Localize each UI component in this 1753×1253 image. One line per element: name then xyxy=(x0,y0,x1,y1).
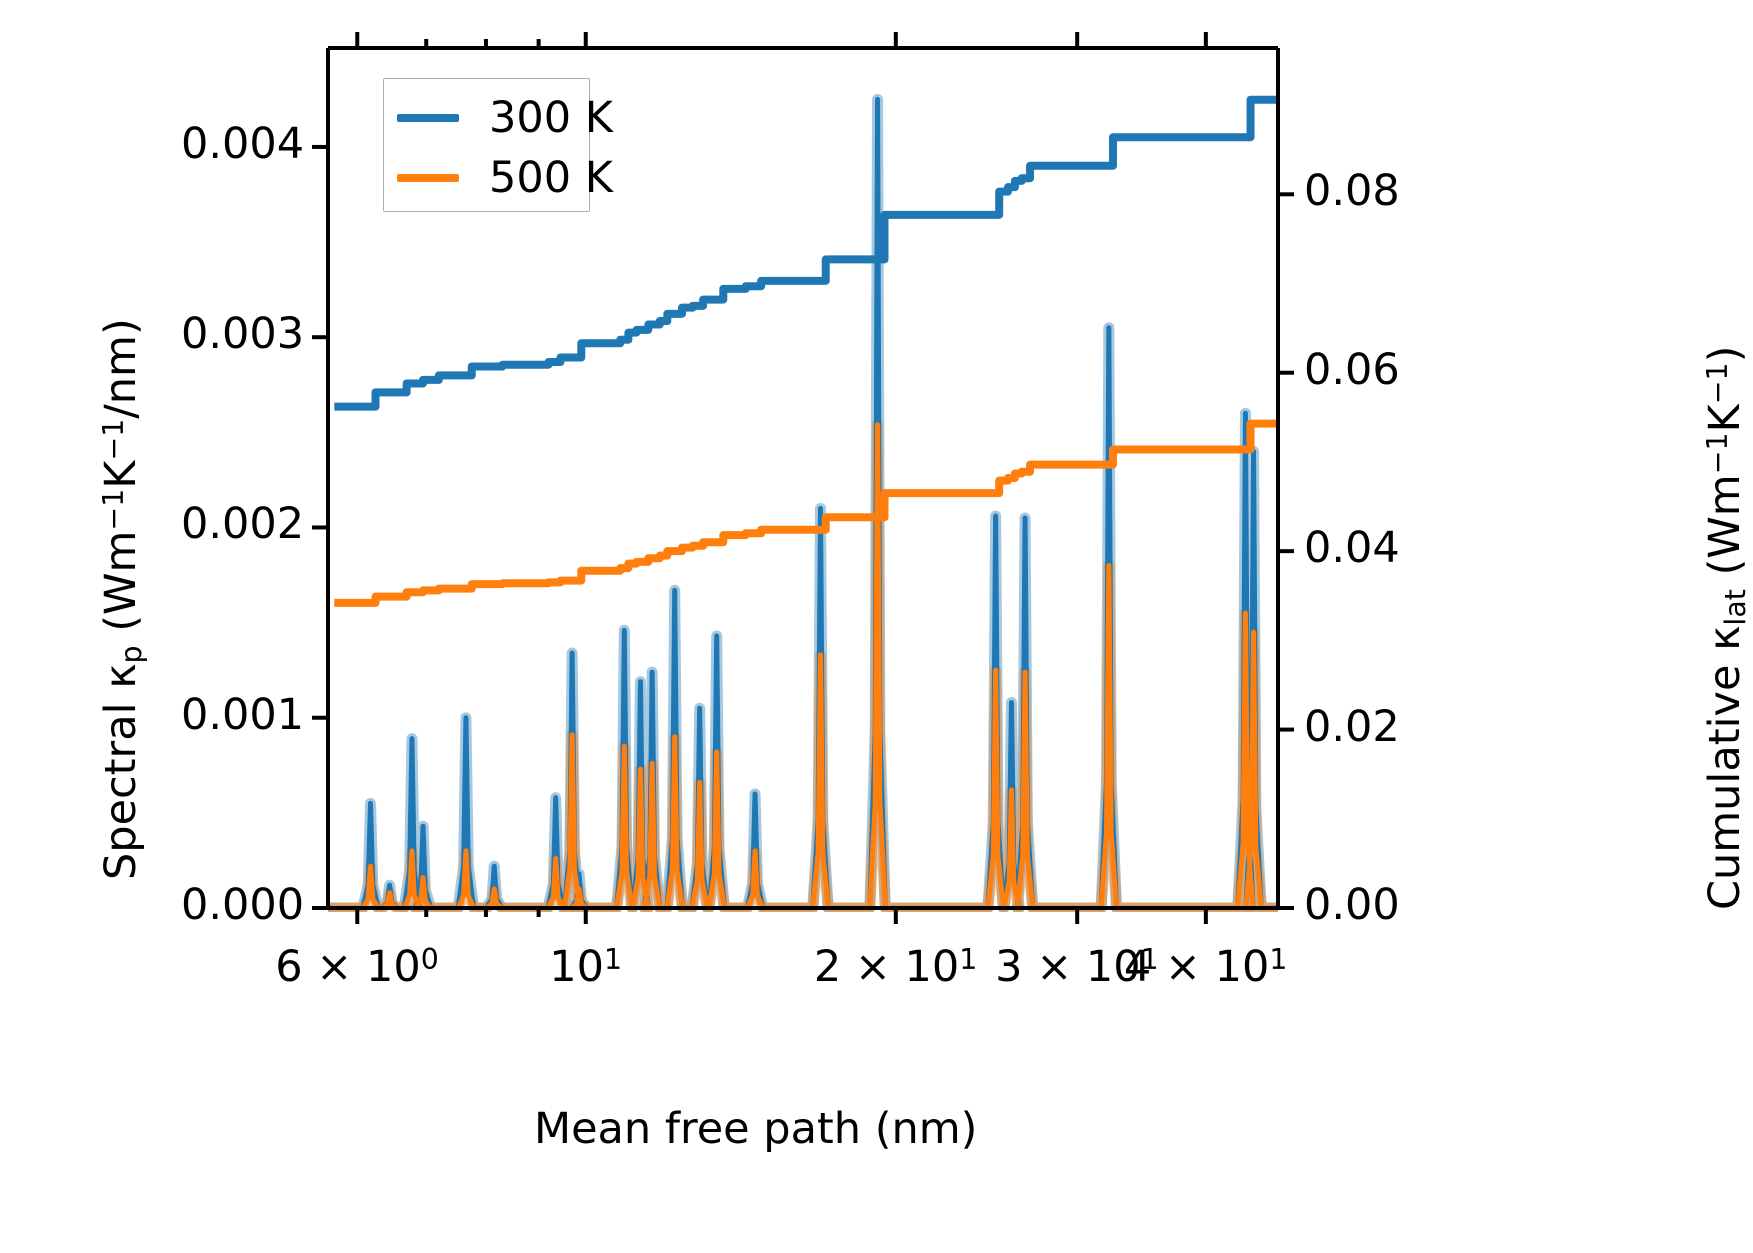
y-right-tick-label-3: 0.06 xyxy=(1304,344,1400,395)
x-axis-label: Mean free path (nm) xyxy=(534,1104,978,1154)
legend-label-500k: 500 K xyxy=(489,153,613,203)
x-tick-label-4: 4 × 101 xyxy=(1123,942,1288,992)
y-right-tick-label-0: 0.00 xyxy=(1304,880,1400,930)
y-axis-left-label: Spectral κp (Wm−1K−1/nm) xyxy=(96,318,148,880)
legend-entry-500k[interactable]: 500 K xyxy=(397,153,613,203)
x-tick-label-1: 101 xyxy=(549,942,623,992)
x-tick-label-0: 6 × 100 xyxy=(275,942,439,992)
y-right-tick-label-1: 0.02 xyxy=(1304,701,1400,752)
y-left-tick-label-1: 0.001 xyxy=(181,689,305,740)
y-left-label-text: Spectral κp (Wm−1K−1/nm) xyxy=(96,318,149,880)
legend-label-300k: 300 K xyxy=(489,93,613,143)
y-left-tick-label-4: 0.004 xyxy=(181,118,305,169)
y-right-tick-label-2: 0.04 xyxy=(1304,523,1400,574)
y-right-tick-label-4: 0.08 xyxy=(1304,166,1400,217)
y-left-tick-label-2: 0.002 xyxy=(181,499,305,550)
legend xyxy=(383,78,590,212)
y-left-tick-label-0: 0.000 xyxy=(181,880,305,930)
x-tick-label-2: 2 × 101 xyxy=(813,942,978,992)
legend-entry-300k[interactable]: 300 K xyxy=(397,93,613,143)
y-right-label-text: Cumulative κlat (Wm−1K−1) xyxy=(1700,345,1753,910)
legend-swatch-300k xyxy=(397,114,459,122)
y-left-tick-label-3: 0.003 xyxy=(181,309,305,360)
x-tick-label-3: 3 × 101 xyxy=(995,942,1159,992)
y-axis-right-label: Cumulative κlat (Wm−1K−1) xyxy=(1700,346,1752,910)
legend-swatch-500k xyxy=(397,174,459,182)
